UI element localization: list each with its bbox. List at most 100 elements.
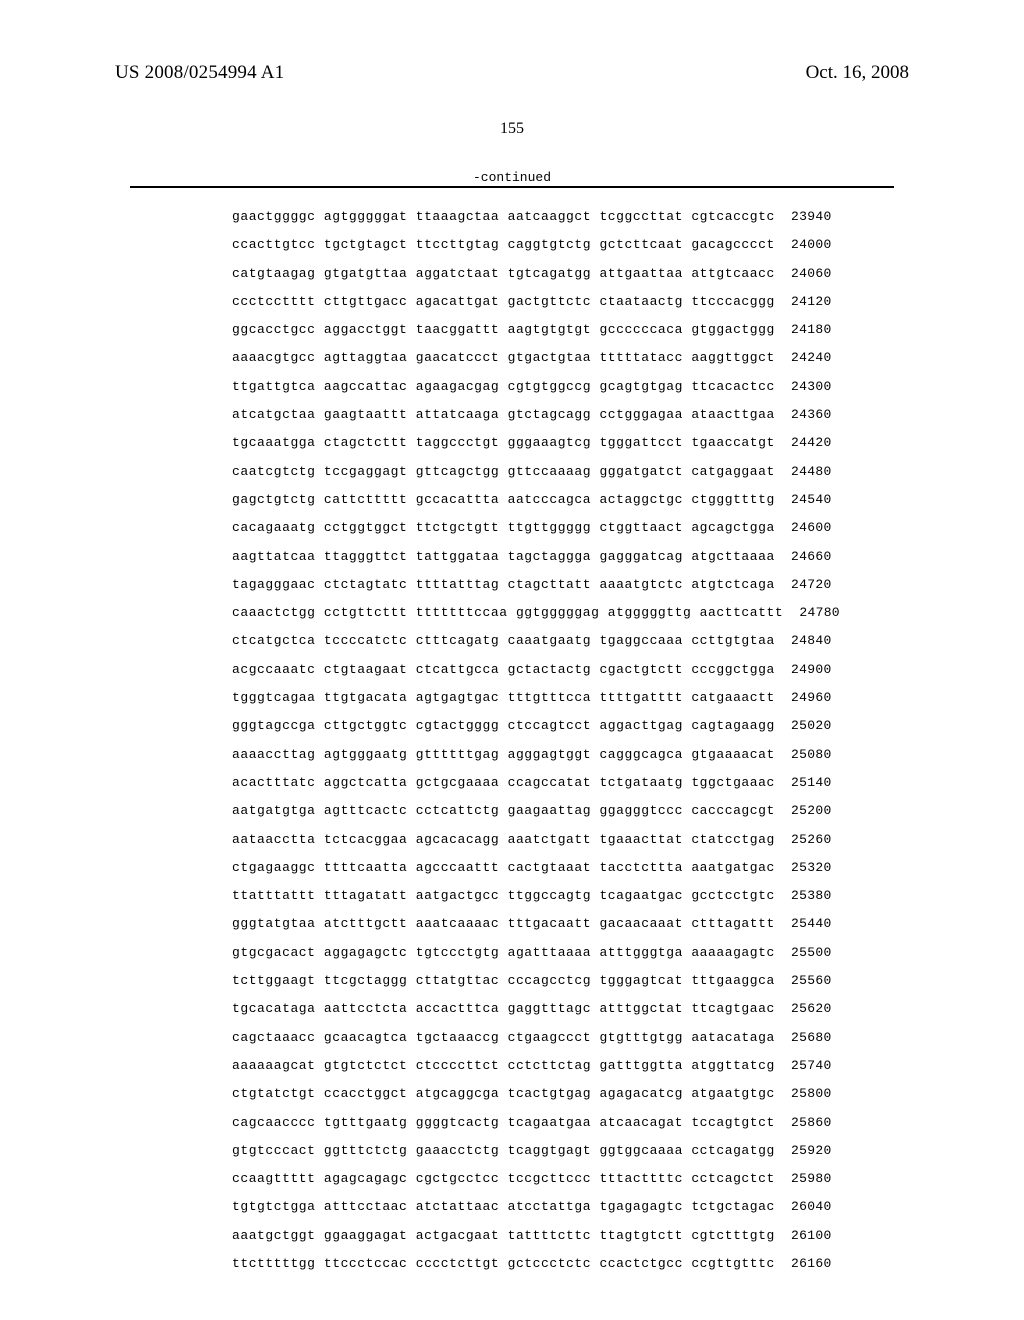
sequence-position: 24780 (783, 605, 840, 620)
sequence-bases: aaatgctggt ggaaggagat actgacgaat tattttc… (232, 1228, 775, 1243)
sequence-bases: aataacctta tctcacggaa agcacacagg aaatctg… (232, 832, 775, 847)
sequence-row: ctgagaaggc ttttcaatta agcccaattt cactgta… (232, 861, 792, 889)
sequence-position: 24300 (775, 379, 832, 394)
sequence-position: 26040 (775, 1199, 832, 1214)
sequence-bases: gagctgtctg cattcttttt gccacattta aatccca… (232, 492, 775, 507)
sequence-row: tagagggaac ctctagtatc ttttatttag ctagctt… (232, 578, 792, 606)
sequence-row: aataacctta tctcacggaa agcacacagg aaatctg… (232, 833, 792, 861)
sequence-position: 24180 (775, 322, 832, 337)
sequence-row: tgtgtctgga atttcctaac atctattaac atcctat… (232, 1200, 792, 1228)
sequence-bases: tgtgtctgga atttcctaac atctattaac atcctat… (232, 1199, 775, 1214)
sequence-position: 25140 (775, 775, 832, 790)
sequence-position: 24120 (775, 294, 832, 309)
sequence-bases: aatgatgtga agtttcactc cctcattctg gaagaat… (232, 803, 775, 818)
sequence-position: 25860 (775, 1115, 832, 1130)
page-number: 155 (0, 120, 1024, 138)
sequence-bases: tgcacataga aattcctcta accactttca gaggttt… (232, 1001, 775, 1016)
sequence-row: aatgatgtga agtttcactc cctcattctg gaagaat… (232, 804, 792, 832)
sequence-position: 24480 (775, 464, 832, 479)
sequence-bases: acactttatc aggctcatta gctgcgaaaa ccagcca… (232, 775, 775, 790)
sequence-bases: aaaaccttag agtgggaatg gttttttgag agggagt… (232, 747, 775, 762)
sequence-row: gtgtcccact ggtttctctg gaaacctctg tcaggtg… (232, 1144, 792, 1172)
sequence-row: tgcaaatgga ctagctcttt taggccctgt gggaaag… (232, 436, 792, 464)
sequence-row: ccaagttttt agagcagagc cgctgcctcc tccgctt… (232, 1172, 792, 1200)
sequence-bases: cagcaacccc tgtttgaatg ggggtcactg tcagaat… (232, 1115, 775, 1130)
sequence-row: tgcacataga aattcctcta accactttca gaggttt… (232, 1002, 792, 1030)
sequence-position: 25500 (775, 945, 832, 960)
sequence-row: ccacttgtcc tgctgtagct ttccttgtag caggtgt… (232, 238, 792, 266)
sequence-position: 25440 (775, 916, 832, 931)
sequence-bases: catgtaagag gtgatgttaa aggatctaat tgtcaga… (232, 266, 775, 281)
sequence-position: 24600 (775, 520, 832, 535)
sequence-bases: ctgagaaggc ttttcaatta agcccaattt cactgta… (232, 860, 775, 875)
sequence-bases: ctcatgctca tccccatctc ctttcagatg caaatga… (232, 633, 775, 648)
sequence-position: 24660 (775, 549, 832, 564)
sequence-bases: ggcacctgcc aggacctggt taacggattt aagtgtg… (232, 322, 775, 337)
sequence-position: 24000 (775, 237, 832, 252)
sequence-position: 25680 (775, 1030, 832, 1045)
sequence-bases: cagctaaacc gcaacagtca tgctaaaccg ctgaagc… (232, 1030, 775, 1045)
continued-label: -continued (0, 170, 1024, 185)
sequence-row: aaaaccttag agtgggaatg gttttttgag agggagt… (232, 748, 792, 776)
sequence-position: 24900 (775, 662, 832, 677)
sequence-row: tcttggaagt ttcgctaggg cttatgttac cccagcc… (232, 974, 792, 1002)
sequence-position: 25380 (775, 888, 832, 903)
sequence-row: tgggtcagaa ttgtgacata agtgagtgac tttgttt… (232, 691, 792, 719)
sequence-bases: atcatgctaa gaagtaattt attatcaaga gtctagc… (232, 407, 775, 422)
sequence-position: 24240 (775, 350, 832, 365)
sequence-position: 25260 (775, 832, 832, 847)
sequence-position: 25200 (775, 803, 832, 818)
sequence-row: ttgattgtca aagccattac agaagacgag cgtgtgg… (232, 380, 792, 408)
sequence-row: aaaaaagcat gtgtctctct ctccccttct cctcttc… (232, 1059, 792, 1087)
sequence-bases: ccacttgtcc tgctgtagct ttccttgtag caggtgt… (232, 237, 775, 252)
sequence-row: caaactctgg cctgttcttt tttttttccaa ggtggg… (232, 606, 792, 634)
sequence-row: ggcacctgcc aggacctggt taacggattt aagtgtg… (232, 323, 792, 351)
sequence-row: acgccaaatc ctgtaagaat ctcattgcca gctacta… (232, 663, 792, 691)
sequence-row: cagctaaacc gcaacagtca tgctaaaccg ctgaagc… (232, 1031, 792, 1059)
sequence-bases: ttatttattt tttagatatt aatgactgcc ttggcca… (232, 888, 775, 903)
sequence-position: 25080 (775, 747, 832, 762)
sequence-bases: gaactggggc agtgggggat ttaaagctaa aatcaag… (232, 209, 775, 224)
sequence-position: 25920 (775, 1143, 832, 1158)
sequence-bases: tgggtcagaa ttgtgacata agtgagtgac tttgttt… (232, 690, 775, 705)
sequence-position: 24960 (775, 690, 832, 705)
sequence-position: 24840 (775, 633, 832, 648)
sequence-position: 24540 (775, 492, 832, 507)
sequence-row: gaactggggc agtgggggat ttaaagctaa aatcaag… (232, 210, 792, 238)
sequence-bases: caatcgtctg tccgaggagt gttcagctgg gttccaa… (232, 464, 775, 479)
sequence-bases: acgccaaatc ctgtaagaat ctcattgcca gctacta… (232, 662, 775, 677)
sequence-position: 26100 (775, 1228, 832, 1243)
sequence-position: 25740 (775, 1058, 832, 1073)
sequence-row: aaaacgtgcc agttaggtaa gaacatccct gtgactg… (232, 351, 792, 379)
sequence-position: 24060 (775, 266, 832, 281)
sequence-position: 25620 (775, 1001, 832, 1016)
sequence-position: 26160 (775, 1256, 832, 1271)
sequence-row: ttatttattt tttagatatt aatgactgcc ttggcca… (232, 889, 792, 917)
sequence-row: ccctcctttt cttgttgacc agacattgat gactgtt… (232, 295, 792, 323)
sequence-row: gggtatgtaa atctttgctt aaatcaaaac tttgaca… (232, 917, 792, 945)
sequence-bases: ttgattgtca aagccattac agaagacgag cgtgtgg… (232, 379, 775, 394)
sequence-bases: ctgtatctgt ccacctggct atgcaggcga tcactgt… (232, 1086, 775, 1101)
sequence-bases: gtgcgacact aggagagctc tgtccctgtg agattta… (232, 945, 775, 960)
sequence-position: 24720 (775, 577, 832, 592)
sequence-bases: ccctcctttt cttgttgacc agacattgat gactgtt… (232, 294, 775, 309)
sequence-bases: aaaacgtgcc agttaggtaa gaacatccct gtgactg… (232, 350, 775, 365)
sequence-bases: tcttggaagt ttcgctaggg cttatgttac cccagcc… (232, 973, 775, 988)
sequence-bases: aagttatcaa ttagggttct tattggataa tagctag… (232, 549, 775, 564)
sequence-listing: gaactggggc agtgggggat ttaaagctaa aatcaag… (0, 210, 1024, 1285)
sequence-row: atcatgctaa gaagtaattt attatcaaga gtctagc… (232, 408, 792, 436)
doc-id: US 2008/0254994 A1 (115, 62, 284, 84)
sequence-position: 24420 (775, 435, 832, 450)
sequence-position: 25560 (775, 973, 832, 988)
sequence-row: aaatgctggt ggaaggagat actgacgaat tattttc… (232, 1229, 792, 1257)
sequence-bases: gggtatgtaa atctttgctt aaatcaaaac tttgaca… (232, 916, 775, 931)
sequence-position: 24360 (775, 407, 832, 422)
sequence-row: ttctttttgg ttccctccac cccctcttgt gctccct… (232, 1257, 792, 1285)
sequence-bases: tagagggaac ctctagtatc ttttatttag ctagctt… (232, 577, 775, 592)
sequence-position: 25800 (775, 1086, 832, 1101)
sequence-bases: gtgtcccact ggtttctctg gaaacctctg tcaggtg… (232, 1143, 775, 1158)
sequence-row: cagcaacccc tgtttgaatg ggggtcactg tcagaat… (232, 1116, 792, 1144)
sequence-row: acactttatc aggctcatta gctgcgaaaa ccagcca… (232, 776, 792, 804)
doc-date: Oct. 16, 2008 (806, 62, 909, 84)
sequence-position: 25980 (775, 1171, 832, 1186)
